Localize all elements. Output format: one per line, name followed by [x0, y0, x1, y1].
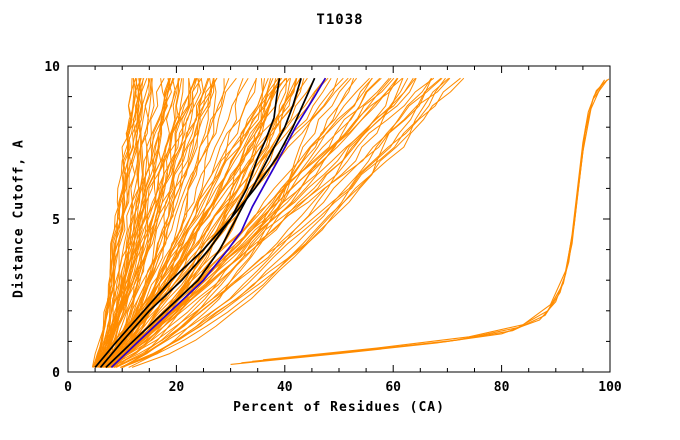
svg-text:100: 100 [598, 380, 622, 395]
svg-text:5: 5 [52, 213, 60, 228]
svg-text:40: 40 [277, 380, 293, 395]
svg-text:0: 0 [52, 366, 60, 381]
x-axis-label: Percent of Residues (CA) [233, 400, 445, 415]
svg-text:0: 0 [64, 380, 72, 395]
svg-text:60: 60 [385, 380, 401, 395]
chart-title: T1038 [316, 12, 364, 28]
svg-text:20: 20 [169, 380, 185, 395]
svg-text:10: 10 [44, 60, 60, 75]
svg-text:80: 80 [494, 380, 510, 395]
